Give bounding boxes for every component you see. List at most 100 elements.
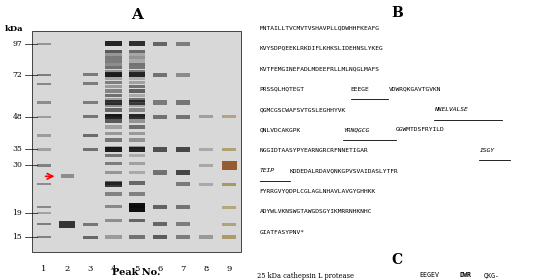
Bar [37, 206, 51, 209]
Bar [105, 125, 122, 129]
Bar [105, 114, 122, 119]
Bar [129, 81, 145, 84]
Bar [129, 125, 145, 129]
Bar [105, 114, 122, 117]
Text: 1: 1 [41, 265, 46, 273]
Bar [129, 50, 145, 53]
Bar [37, 183, 51, 185]
Bar [129, 56, 145, 59]
Bar [152, 73, 167, 77]
Bar [105, 132, 122, 135]
Bar [105, 192, 122, 196]
Bar [105, 171, 122, 174]
Bar [222, 161, 237, 170]
Bar [37, 83, 51, 85]
Bar [129, 103, 145, 107]
Text: 25 kDa cathepsin L protease: 25 kDa cathepsin L protease [256, 272, 354, 280]
Bar [105, 50, 122, 53]
Text: YRNQGCG: YRNQGCG [343, 127, 369, 132]
Bar [37, 43, 51, 45]
Bar [152, 205, 167, 209]
Bar [199, 183, 213, 186]
Bar [222, 235, 237, 239]
Bar [129, 219, 145, 222]
Text: KDDEDALRDAVQNKGPVSVAIDASLYTFR: KDDEDALRDAVQNKGPVSVAIDASLYTFR [290, 168, 399, 173]
Text: 15: 15 [12, 233, 22, 241]
Bar [176, 182, 190, 186]
Bar [105, 98, 122, 102]
Text: NGGIDTAASYPYEARNGRCRFNNETIGAR: NGGIDTAASYPYEARNGRCRFNNETIGAR [260, 148, 368, 153]
Bar [129, 153, 145, 157]
Bar [105, 77, 122, 80]
Bar [105, 72, 122, 77]
Bar [222, 223, 237, 226]
Text: 9: 9 [227, 265, 232, 273]
Bar [105, 59, 122, 63]
Bar [129, 41, 145, 46]
Bar [176, 205, 190, 209]
Bar [105, 69, 122, 73]
Bar [129, 146, 145, 149]
Bar [129, 147, 145, 152]
Text: A: A [131, 8, 143, 22]
Text: 30: 30 [12, 161, 22, 169]
Bar [129, 114, 145, 117]
Bar [129, 66, 145, 69]
Bar [152, 171, 167, 175]
Bar [105, 103, 122, 107]
Bar [176, 147, 190, 151]
Bar [222, 206, 237, 209]
Text: GGWMTDSFRYILD: GGWMTDSFRYILD [396, 127, 445, 132]
Bar [60, 174, 73, 178]
Bar [59, 221, 75, 228]
Bar [129, 139, 145, 142]
Bar [222, 183, 237, 186]
Bar [176, 101, 190, 105]
Bar [129, 72, 145, 77]
Bar [152, 101, 167, 105]
Text: KVYSDPQEEKLRKDIFLKHKSLIDEHNSLYKEG: KVYSDPQEEKLRKDIFLKHKSLIDEHNSLYKEG [260, 46, 383, 51]
Bar [176, 73, 190, 77]
Bar [129, 235, 145, 239]
Bar [199, 235, 213, 239]
Text: QGMCGSCWAFSVTGSLEGHHYVK: QGMCGSCWAFSVTGSLEGHHYVK [260, 107, 346, 112]
Text: TEIP: TEIP [260, 168, 274, 173]
Bar [105, 182, 122, 187]
Bar [105, 108, 122, 112]
Bar [105, 89, 122, 93]
Bar [37, 101, 51, 104]
Bar [83, 101, 98, 104]
Text: DWR: DWR [460, 272, 472, 278]
Bar [129, 53, 145, 56]
Bar [199, 164, 213, 167]
Bar [129, 85, 145, 88]
Bar [105, 41, 122, 46]
Bar [129, 108, 145, 112]
Text: ISGY: ISGY [480, 148, 495, 153]
Bar [105, 147, 122, 152]
Bar [222, 148, 237, 151]
Bar [129, 192, 145, 196]
Text: FYRRGVYQDPLCGLAGLNHAVLAVGYGHHKK: FYRRGVYQDPLCGLAGLNHAVLAVGYGHHKK [260, 189, 376, 194]
Bar [105, 53, 122, 56]
Bar [105, 56, 122, 59]
Text: GIATFASYPNV*: GIATFASYPNV* [260, 230, 305, 235]
Bar [176, 222, 190, 226]
Text: QKG-: QKG- [484, 272, 500, 278]
Bar [83, 115, 98, 118]
Bar [129, 62, 145, 66]
Bar [37, 116, 51, 118]
Bar [176, 235, 190, 239]
Bar [129, 89, 145, 93]
Text: 7: 7 [180, 265, 186, 273]
Bar [176, 42, 190, 46]
Bar [129, 132, 145, 135]
Bar [129, 114, 145, 119]
Bar [129, 69, 145, 73]
Bar [105, 81, 122, 84]
Bar [83, 223, 98, 226]
Bar [105, 153, 122, 157]
Text: VDWRQKGAVTGVKN: VDWRQKGAVTGVKN [388, 87, 441, 92]
Bar [129, 77, 145, 80]
Bar [37, 74, 51, 76]
